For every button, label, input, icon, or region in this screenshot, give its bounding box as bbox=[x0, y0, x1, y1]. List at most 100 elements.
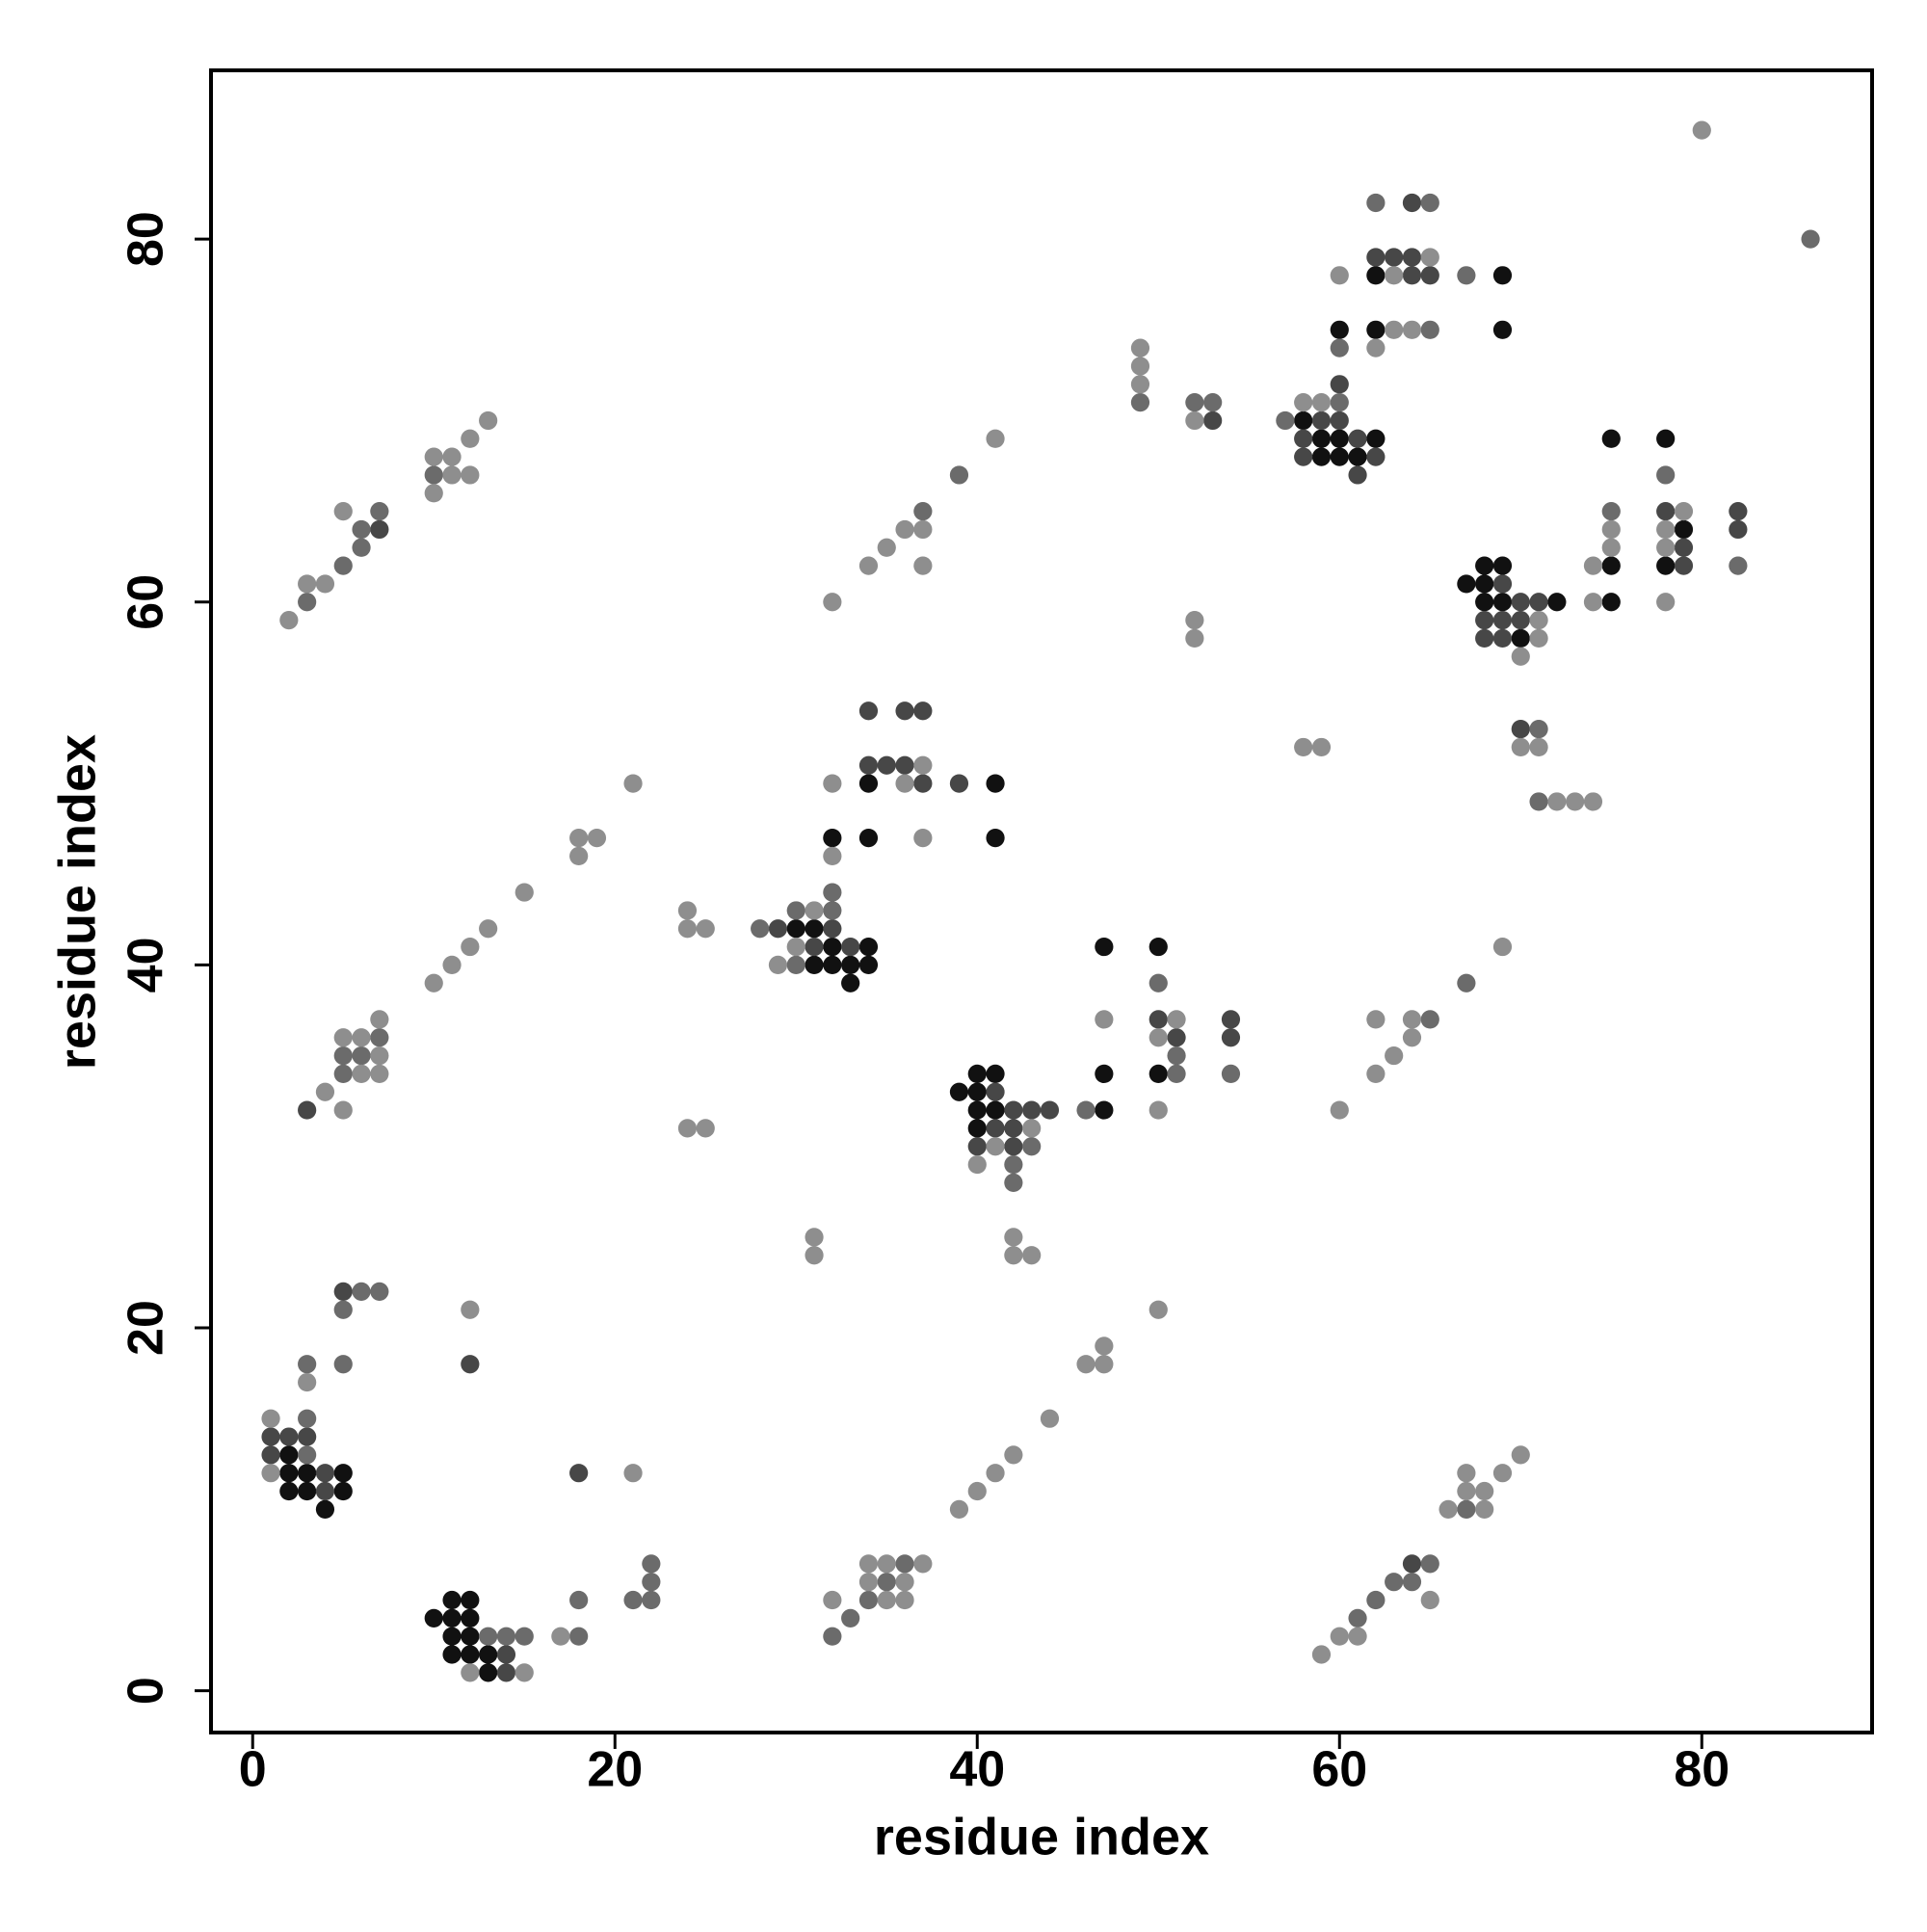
point bbox=[1130, 338, 1150, 357]
point bbox=[1656, 556, 1676, 575]
point bbox=[1529, 628, 1548, 648]
point bbox=[1330, 1627, 1349, 1646]
point bbox=[1330, 410, 1349, 431]
point bbox=[751, 919, 770, 939]
point bbox=[677, 919, 698, 939]
point bbox=[370, 1010, 389, 1029]
point bbox=[315, 1481, 335, 1501]
point bbox=[1185, 628, 1204, 648]
point bbox=[496, 1627, 516, 1646]
point bbox=[858, 1554, 879, 1574]
point bbox=[1311, 447, 1332, 466]
point bbox=[279, 1481, 299, 1501]
point bbox=[1185, 410, 1204, 431]
point bbox=[1294, 429, 1313, 448]
point bbox=[1022, 1246, 1042, 1265]
point bbox=[1475, 1481, 1494, 1501]
point bbox=[805, 901, 824, 920]
point bbox=[895, 1590, 914, 1610]
point bbox=[1583, 556, 1603, 575]
point bbox=[823, 774, 842, 793]
point bbox=[461, 1300, 480, 1319]
point bbox=[1566, 792, 1585, 811]
point bbox=[333, 1064, 353, 1084]
point bbox=[677, 1119, 698, 1138]
point bbox=[1402, 1010, 1422, 1029]
point bbox=[461, 1645, 480, 1664]
point bbox=[261, 1427, 280, 1446]
point bbox=[1402, 1028, 1422, 1047]
point bbox=[333, 1045, 353, 1066]
point bbox=[768, 919, 788, 939]
point bbox=[913, 519, 933, 540]
point bbox=[1420, 1590, 1439, 1610]
point bbox=[1348, 465, 1367, 485]
point bbox=[1040, 1100, 1060, 1120]
point bbox=[805, 937, 824, 957]
point bbox=[298, 593, 317, 612]
point bbox=[1801, 229, 1820, 249]
x-tick-label: 40 bbox=[949, 1742, 1005, 1798]
point bbox=[1294, 447, 1313, 466]
point bbox=[1311, 410, 1332, 431]
point bbox=[1511, 611, 1530, 630]
point bbox=[1330, 266, 1349, 285]
point bbox=[642, 1573, 661, 1592]
point bbox=[352, 1028, 371, 1047]
point bbox=[315, 1082, 335, 1101]
point bbox=[442, 1608, 462, 1628]
point bbox=[461, 937, 480, 957]
point bbox=[913, 1554, 933, 1574]
point bbox=[967, 1481, 987, 1501]
point bbox=[1492, 556, 1513, 575]
point bbox=[1366, 1064, 1386, 1084]
point bbox=[1601, 429, 1621, 448]
point bbox=[569, 1464, 589, 1483]
point bbox=[1457, 1464, 1476, 1483]
point bbox=[1420, 248, 1439, 267]
point bbox=[1148, 1100, 1168, 1120]
point bbox=[1167, 1028, 1186, 1047]
point bbox=[1601, 593, 1621, 612]
point bbox=[1221, 1028, 1241, 1047]
point bbox=[333, 1300, 353, 1319]
y-tick-label: 80 bbox=[119, 211, 174, 267]
point bbox=[786, 955, 805, 975]
point bbox=[1330, 447, 1349, 466]
point bbox=[1529, 737, 1548, 757]
point bbox=[333, 1028, 353, 1047]
point bbox=[1221, 1064, 1241, 1084]
y-tick-label: 20 bbox=[119, 1300, 174, 1356]
point bbox=[1529, 593, 1548, 612]
point bbox=[877, 1573, 896, 1592]
point bbox=[1348, 1608, 1367, 1628]
point bbox=[315, 574, 335, 594]
point bbox=[967, 1137, 987, 1156]
point bbox=[298, 1481, 317, 1501]
point bbox=[1095, 937, 1114, 957]
point bbox=[877, 538, 896, 557]
point bbox=[823, 919, 842, 939]
plot-frame bbox=[209, 68, 1874, 1734]
point bbox=[1366, 429, 1386, 448]
point bbox=[1004, 1100, 1023, 1120]
point bbox=[823, 593, 842, 612]
points bbox=[261, 120, 1820, 1682]
point bbox=[1294, 393, 1313, 412]
point bbox=[461, 465, 480, 485]
point bbox=[1385, 320, 1404, 339]
point bbox=[1492, 320, 1513, 339]
point bbox=[298, 1427, 317, 1446]
point bbox=[1457, 973, 1476, 992]
point bbox=[1656, 538, 1676, 557]
point bbox=[461, 1355, 480, 1374]
point bbox=[1311, 429, 1332, 448]
point bbox=[986, 1137, 1005, 1156]
point bbox=[623, 774, 643, 793]
point bbox=[1167, 1064, 1186, 1084]
point bbox=[986, 1082, 1005, 1101]
point bbox=[551, 1627, 570, 1646]
point bbox=[1130, 357, 1150, 376]
point bbox=[298, 1355, 317, 1374]
point bbox=[298, 1445, 317, 1465]
